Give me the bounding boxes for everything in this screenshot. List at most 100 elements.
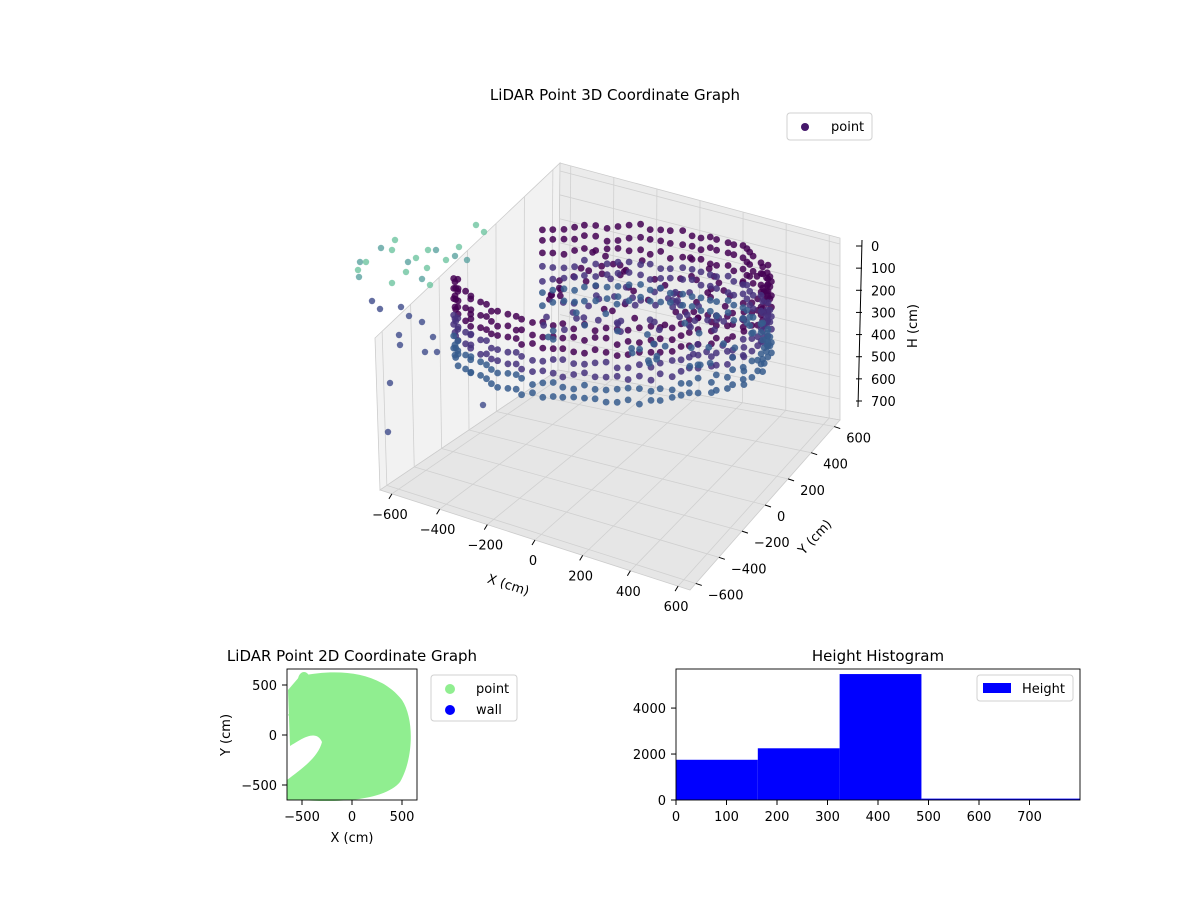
point-3d xyxy=(730,291,738,299)
point-3d-outlier xyxy=(463,256,471,264)
point-3d xyxy=(706,307,714,315)
point-3d xyxy=(450,285,458,292)
point-3d xyxy=(477,372,484,379)
point-3d xyxy=(706,244,714,252)
point-3d xyxy=(450,344,458,352)
point-3d xyxy=(624,338,632,345)
point-3d xyxy=(477,324,484,332)
point-3d xyxy=(592,273,600,280)
point-3d xyxy=(483,337,490,344)
tick-label-y-3d: −600 xyxy=(708,588,744,603)
point-3d xyxy=(560,297,568,305)
point-3d xyxy=(549,249,557,257)
point-3d xyxy=(581,349,588,357)
point-3d xyxy=(746,287,754,295)
point-3d xyxy=(467,341,475,349)
point-3d xyxy=(570,333,578,341)
point-3d xyxy=(467,292,475,300)
point-3d xyxy=(646,276,654,283)
point-3d xyxy=(724,289,732,296)
point-3d xyxy=(488,344,495,352)
point-3d xyxy=(661,321,669,329)
point-3d xyxy=(462,351,469,359)
point-3d xyxy=(613,385,621,393)
tick-label-y-3d: −200 xyxy=(754,536,790,551)
point-3d xyxy=(450,320,458,328)
point-3d xyxy=(571,298,578,306)
point-3d xyxy=(731,344,739,352)
point-3d xyxy=(644,331,651,338)
z-axis-line-3d xyxy=(857,239,863,408)
point-cloud-2d xyxy=(287,672,411,802)
point-3d xyxy=(529,331,536,339)
point-3d xyxy=(637,233,644,241)
point-3d xyxy=(571,235,578,243)
tick-label-x-hist: 200 xyxy=(765,810,790,825)
point-3d xyxy=(467,368,475,376)
point-3d xyxy=(687,344,695,352)
point-3d xyxy=(729,381,736,389)
point-3d xyxy=(713,236,720,243)
point-3d xyxy=(582,278,590,285)
point-3d xyxy=(581,256,588,264)
point-3d xyxy=(757,320,765,328)
point-3d xyxy=(602,334,610,342)
point-3d xyxy=(504,370,512,377)
point-3d xyxy=(560,285,568,293)
point-3d xyxy=(677,367,685,375)
grid-line-y-wall xyxy=(410,304,415,467)
point-3d xyxy=(602,386,610,394)
point-3d xyxy=(757,259,765,267)
point-3d xyxy=(683,311,691,319)
point-3d xyxy=(494,369,501,377)
point-3d xyxy=(739,363,747,371)
point-3d xyxy=(685,389,693,397)
point-3d xyxy=(624,376,632,383)
point-3d xyxy=(668,348,676,355)
tick-label-y-2d: 0 xyxy=(269,729,277,744)
tick-label-x-hist: 400 xyxy=(866,810,891,825)
point-3d xyxy=(688,256,696,263)
point-3d xyxy=(592,232,600,240)
point-3d xyxy=(549,356,557,363)
point-3d xyxy=(518,365,525,373)
point-3d xyxy=(657,237,665,245)
point-3d xyxy=(697,307,705,314)
point-3d xyxy=(624,364,632,372)
point-3d xyxy=(688,266,696,273)
point-3d xyxy=(603,225,611,232)
point-3d xyxy=(757,291,765,299)
point-3d xyxy=(724,385,731,392)
point-3d xyxy=(724,239,732,247)
point-3d xyxy=(585,267,593,275)
point-3d xyxy=(512,371,520,378)
point-3d xyxy=(679,241,687,249)
point-3d xyxy=(494,384,501,391)
point-3d xyxy=(559,393,567,401)
point-3d xyxy=(571,273,578,281)
ticks-histogram: 0 100 200 300 400 500 600 700 0 2000 4000 xyxy=(633,702,1042,825)
legend-marker-wall-2d xyxy=(445,705,455,715)
point-3d xyxy=(494,346,501,353)
grid-line-y xyxy=(496,411,789,480)
point-3d-outlier xyxy=(386,379,394,387)
point-3d xyxy=(571,263,578,271)
point-3d xyxy=(760,359,768,367)
point-3d xyxy=(646,260,654,268)
point-3d xyxy=(539,302,546,310)
tick-label-y-hist: 4000 xyxy=(633,702,666,717)
tick-label-y-2d: −500 xyxy=(241,779,277,794)
point-3d xyxy=(580,314,588,321)
point-3d-outlier xyxy=(433,348,441,356)
point-3d xyxy=(494,307,501,315)
point-3d xyxy=(694,389,702,397)
point-3d xyxy=(549,322,557,329)
point-3d xyxy=(602,398,610,406)
point-3d xyxy=(581,297,588,305)
point-3d xyxy=(467,330,475,338)
point-3d xyxy=(757,270,765,277)
point-3d xyxy=(540,321,547,329)
point-3d xyxy=(462,287,469,295)
point-3d xyxy=(539,344,547,352)
point-3d xyxy=(645,357,652,365)
